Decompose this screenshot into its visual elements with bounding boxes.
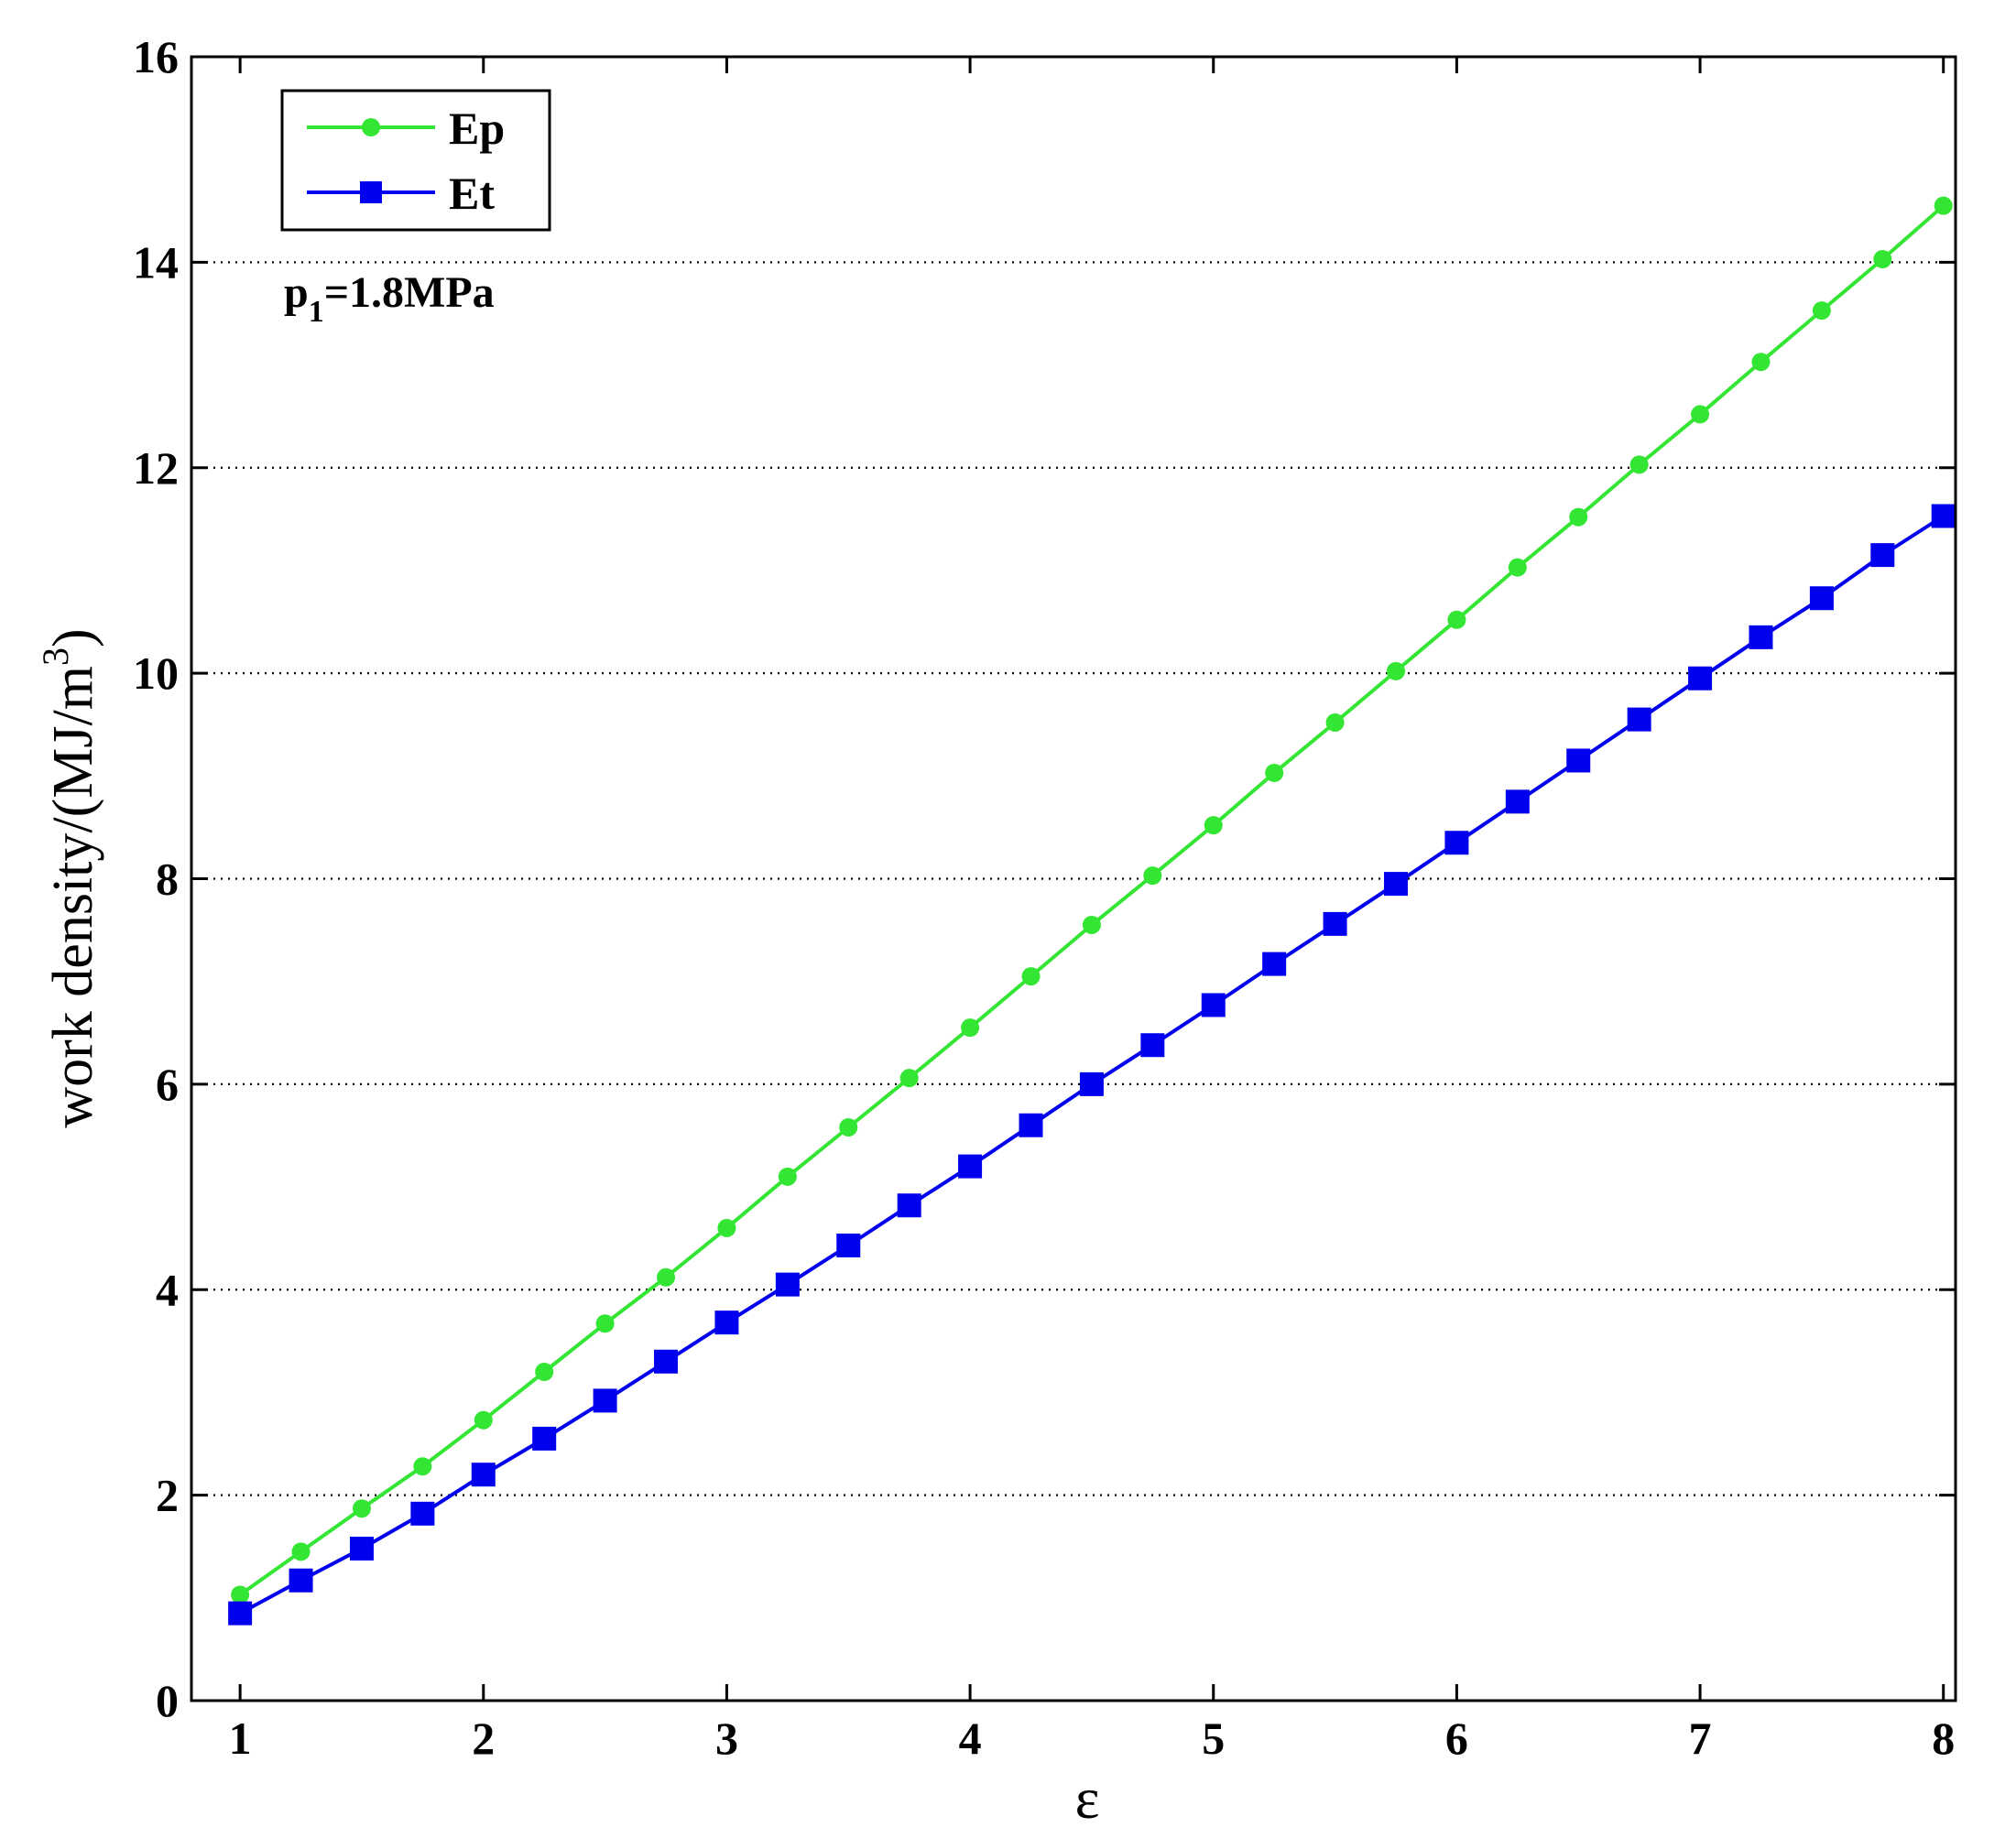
data-point-ep	[1204, 816, 1223, 835]
data-point-ep	[1508, 558, 1527, 577]
data-point-ep	[899, 1069, 919, 1088]
data-point-et	[1931, 504, 1956, 528]
data-point-et	[1870, 543, 1895, 568]
data-point-ep	[1812, 301, 1831, 321]
x-tick-label: 7	[1689, 1713, 1712, 1764]
data-point-ep	[413, 1457, 432, 1476]
data-point-ep	[1934, 196, 1953, 215]
data-point-et	[958, 1154, 983, 1179]
data-point-et	[289, 1568, 313, 1593]
x-axis-title: ε	[1075, 1766, 1100, 1831]
data-point-ep	[717, 1218, 736, 1237]
data-point-ep	[657, 1267, 676, 1287]
x-tick-label: 2	[472, 1713, 495, 1764]
legend: Ep Et	[280, 89, 551, 232]
y-tick-label: 4	[156, 1264, 179, 1315]
data-point-et	[1809, 586, 1834, 611]
data-point-et	[1444, 831, 1469, 855]
x-tick-label: 1	[229, 1713, 252, 1764]
y-axis-title: work density/(MJ/m3)	[35, 628, 104, 1127]
x-tick-label: 3	[715, 1713, 738, 1764]
pressure-annotation-subscript: 1	[309, 295, 324, 329]
data-point-et	[1262, 952, 1287, 976]
y-tick-label: 0	[156, 1675, 179, 1726]
x-tick-label: 6	[1445, 1713, 1468, 1764]
data-point-et	[1688, 666, 1713, 691]
data-point-ep	[1265, 763, 1284, 782]
data-point-et	[410, 1501, 435, 1526]
data-point-et	[1079, 1071, 1104, 1096]
data-point-et	[593, 1388, 617, 1413]
x-tick-label: 5	[1202, 1713, 1225, 1764]
data-point-ep	[1386, 661, 1405, 680]
data-point-et	[836, 1234, 861, 1258]
x-tick-label: 4	[959, 1713, 982, 1764]
data-point-ep	[1569, 507, 1588, 527]
data-point-ep	[1082, 915, 1101, 934]
data-point-ep	[1873, 250, 1892, 269]
y-axis-title-main: work density/(MJ/m	[42, 666, 104, 1128]
pressure-annotation-main: p	[284, 268, 309, 317]
data-point-ep	[291, 1542, 311, 1561]
data-point-et	[1140, 1033, 1165, 1058]
data-point-et	[1019, 1113, 1043, 1137]
y-tick-label: 6	[156, 1059, 179, 1110]
legend-marker-ep	[362, 118, 380, 136]
data-point-et	[1201, 993, 1226, 1017]
data-point-ep	[474, 1410, 493, 1430]
data-point-et	[471, 1463, 496, 1487]
data-point-et	[1383, 872, 1408, 897]
data-point-et	[775, 1272, 800, 1297]
y-axis-ticks: 0 2 4 6 8 10 12 14 16	[133, 31, 1956, 1726]
legend-marker-et	[360, 181, 382, 203]
legend-label-ep: Ep	[449, 103, 505, 154]
data-point-ep	[1143, 866, 1162, 886]
data-point-et	[1749, 625, 1773, 649]
y-tick-label: 2	[156, 1470, 179, 1521]
y-tick-label: 14	[133, 236, 179, 288]
data-point-ep	[1021, 967, 1041, 986]
data-point-et	[1505, 789, 1530, 814]
data-point-et	[1566, 748, 1591, 773]
legend-box	[280, 89, 551, 232]
x-axis-ticks: 1 2 3 4 5 6 7 8	[229, 57, 1955, 1764]
y-axis-title-suffix: )	[42, 628, 104, 647]
data-point-et	[654, 1349, 679, 1374]
legend-label-et: Et	[449, 168, 495, 219]
data-point-ep	[1751, 353, 1771, 372]
data-point-ep	[535, 1363, 554, 1381]
series-et	[228, 504, 1956, 1626]
data-point-et	[714, 1311, 739, 1335]
pressure-annotation: p1=1.8MPa	[284, 268, 495, 329]
y-tick-label: 8	[156, 854, 179, 905]
data-point-ep	[352, 1499, 371, 1518]
data-point-et	[1323, 911, 1347, 936]
data-point-ep	[595, 1314, 615, 1333]
y-tick-label: 12	[133, 442, 179, 494]
data-point-ep	[1447, 610, 1466, 629]
data-point-ep	[1691, 405, 1710, 424]
data-point-et	[1627, 707, 1651, 732]
y-tick-label: 10	[133, 647, 179, 699]
y-axis-title-superscript: 3	[35, 647, 76, 666]
data-point-et	[228, 1601, 253, 1626]
data-point-et	[349, 1536, 374, 1561]
series-ep	[231, 196, 1953, 1604]
data-point-ep	[231, 1585, 250, 1604]
data-point-ep	[1325, 712, 1345, 732]
data-point-ep	[961, 1018, 980, 1038]
data-point-et	[532, 1426, 557, 1451]
x-tick-label: 8	[1932, 1713, 1955, 1764]
series-layer	[228, 196, 1956, 1626]
data-point-et	[897, 1193, 921, 1218]
y-tick-label: 16	[133, 31, 179, 82]
data-point-ep	[1629, 455, 1649, 474]
data-point-ep	[778, 1167, 797, 1186]
data-point-ep	[839, 1117, 858, 1137]
pressure-annotation-value: =1.8MPa	[324, 268, 495, 317]
